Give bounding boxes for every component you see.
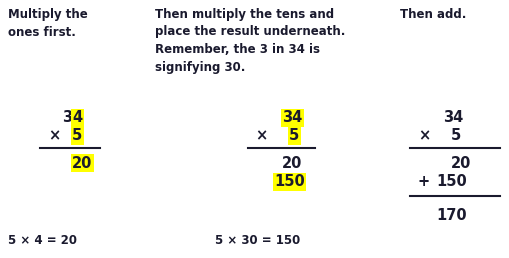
Text: ×: × — [417, 128, 430, 143]
Text: +: + — [417, 174, 429, 189]
Text: Multiply the
ones first.: Multiply the ones first. — [8, 8, 88, 38]
Text: 150: 150 — [435, 174, 466, 189]
Text: 34: 34 — [442, 110, 462, 125]
Text: 34: 34 — [281, 110, 302, 125]
Text: ×: × — [254, 128, 267, 143]
Text: 5: 5 — [72, 128, 82, 143]
Text: 4: 4 — [72, 110, 82, 125]
Text: 5 × 4 = 20: 5 × 4 = 20 — [8, 233, 77, 246]
Text: 20: 20 — [281, 156, 302, 171]
Text: Then multiply the tens and
place the result underneath.
Remember, the 3 in 34 is: Then multiply the tens and place the res… — [155, 8, 345, 74]
Text: 20: 20 — [72, 156, 92, 171]
Text: Then add.: Then add. — [399, 8, 465, 21]
Text: 20: 20 — [450, 156, 470, 171]
Text: 170: 170 — [435, 207, 466, 222]
Text: 5: 5 — [450, 128, 460, 143]
Text: ×: × — [48, 128, 60, 143]
Text: 5 × 30 = 150: 5 × 30 = 150 — [215, 233, 300, 246]
Text: 150: 150 — [273, 174, 304, 189]
Text: 5: 5 — [289, 128, 299, 143]
Text: 3: 3 — [62, 110, 72, 125]
